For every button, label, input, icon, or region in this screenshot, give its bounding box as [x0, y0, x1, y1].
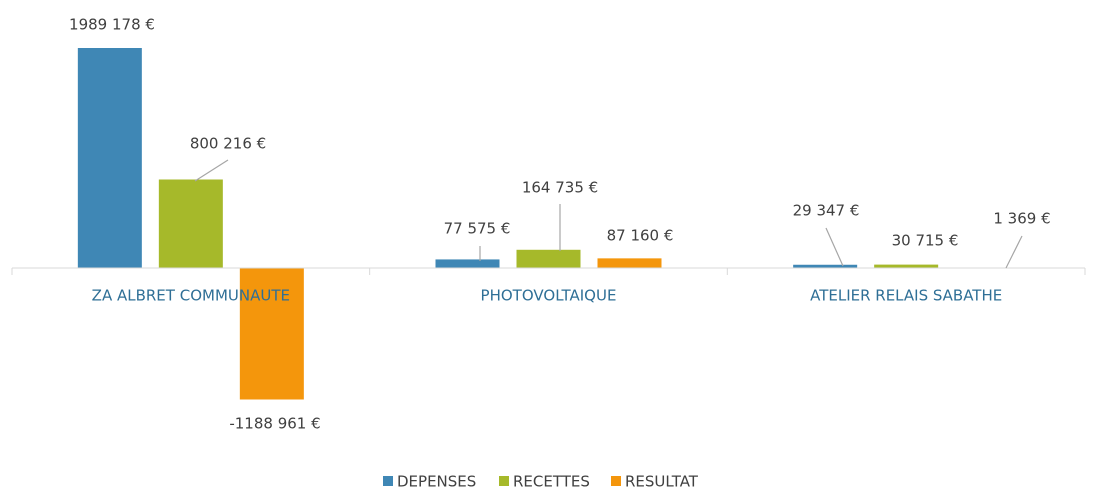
leader-line — [194, 159, 229, 182]
bar — [158, 179, 223, 268]
data-label: 77 575 € — [444, 220, 511, 238]
bar — [793, 264, 858, 268]
x-tick-label: ATELIER RELAIS SABATHE — [810, 287, 1002, 305]
bar — [435, 259, 500, 268]
data-label: 1 369 € — [993, 210, 1050, 228]
data-label: 30 715 € — [892, 232, 959, 250]
data-label: -1188 961 € — [229, 415, 320, 433]
data-label: 87 160 € — [607, 227, 674, 245]
data-label: 800 216 € — [190, 135, 266, 153]
data-label: 29 347 € — [793, 202, 860, 220]
data-label: 164 735 € — [522, 179, 598, 197]
bar — [516, 249, 581, 268]
x-tick-label: PHOTOVOLTAIQUE — [481, 287, 617, 305]
legend-label: RECETTES — [513, 473, 590, 489]
legend-label: RESULTAT — [625, 473, 699, 489]
x-tick-label: ZA ALBRET COMMUNAUTE — [92, 287, 290, 305]
data-label: 1989 178 € — [69, 16, 155, 34]
bar — [597, 258, 662, 268]
bar — [874, 264, 939, 268]
bar — [77, 48, 142, 268]
legend-label: DEPENSES — [397, 473, 476, 489]
legend-swatch — [499, 476, 509, 486]
leader-line — [825, 227, 844, 267]
legend-swatch — [383, 476, 393, 486]
leader-line — [1005, 235, 1023, 269]
legend-swatch — [611, 476, 621, 486]
bar — [239, 268, 304, 400]
